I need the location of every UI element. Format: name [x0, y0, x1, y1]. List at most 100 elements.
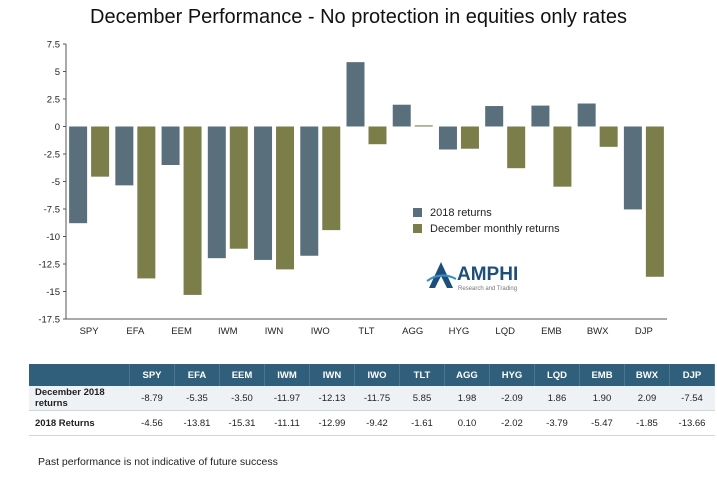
y-tick-label: -2.5	[44, 150, 60, 161]
bar-efa-series-1	[115, 126, 134, 186]
table-cell: 1.90	[579, 386, 625, 411]
table-cell: -13.81	[174, 410, 220, 436]
table-cell: -1.85	[624, 410, 670, 436]
bar-emb-series-1	[531, 105, 550, 127]
table-cell: -12.13	[309, 386, 355, 411]
table-header-row: SPY EFA EEM IWM IWN IWO TLT AGG HYG LQD EMB BWX DJP	[29, 364, 715, 386]
table-cell: -8.79	[129, 386, 175, 411]
bar-iwo-series-2	[322, 126, 341, 231]
bar-tlt-series-2	[368, 126, 387, 145]
y-tick-label: 7.5	[47, 40, 60, 51]
x-tick-label: HYG	[449, 326, 470, 337]
x-tick-label: SPY	[80, 326, 100, 337]
table-cell: -5.35	[174, 386, 220, 411]
table-column-header: AGG	[444, 364, 490, 386]
y-tick-label: -12.5	[38, 260, 60, 271]
table-cell: -11.75	[354, 386, 400, 411]
x-tick-label: LQD	[495, 326, 515, 337]
table-cell: -12.99	[309, 410, 355, 436]
table-column-header: EEM	[219, 364, 265, 386]
bar-djp-series-2	[645, 126, 664, 277]
bar-hyg-series-1	[438, 126, 457, 150]
x-tick-label: IWO	[311, 326, 330, 337]
bar-tlt-series-1	[346, 62, 365, 127]
y-tick-label: 0	[55, 122, 60, 133]
y-tick-label: -17.5	[38, 315, 60, 326]
amphi-logo-name: AMPHI	[457, 264, 518, 285]
table-row: 2018 Returns -4.56 -13.81 -15.31 -11.11 -12.9…	[29, 410, 715, 436]
table-column-header: IWM	[264, 364, 310, 386]
amphi-logo-swoosh-icon	[426, 274, 457, 282]
table-cell: -2.02	[489, 410, 535, 436]
x-tick-label: BWX	[587, 326, 609, 337]
x-tick-label: EFA	[126, 326, 145, 337]
bar-lqd-series-1	[485, 106, 504, 127]
table-row-label: 2018 Returns	[29, 410, 130, 436]
table-cell: -2.09	[489, 386, 535, 411]
table-cell: -11.97	[264, 386, 310, 411]
bar-iwn-series-1	[254, 126, 273, 260]
x-tick-label: IWM	[218, 326, 238, 337]
y-tick-label: 5	[55, 67, 60, 78]
table-cell: -9.42	[354, 410, 400, 436]
bar-eem-series-2	[183, 126, 202, 295]
table-column-header: EFA	[174, 364, 220, 386]
x-tick-label: IWN	[265, 326, 284, 337]
table-cell: 1.86	[534, 386, 580, 411]
x-tick-label: EMB	[541, 326, 562, 337]
table-column-header: HYG	[489, 364, 535, 386]
bar-emb-series-2	[553, 126, 572, 187]
table-cell: -7.54	[669, 386, 715, 411]
amphi-logo-tagline: Research and Trading	[458, 286, 517, 292]
table-cell: -4.56	[129, 410, 175, 436]
legend-label: 2018 returns	[430, 207, 492, 219]
table-column-header: DJP	[669, 364, 715, 386]
x-tick-label: EEM	[171, 326, 192, 337]
bar-hyg-series-2	[460, 126, 479, 149]
bar-bwx-series-1	[577, 103, 596, 127]
legend-swatch	[413, 224, 422, 233]
bar-djp-series-1	[623, 126, 642, 210]
legend: 2018 returns December monthly returns	[413, 207, 560, 235]
bar-lqd-series-2	[507, 126, 526, 169]
bar-iwm-series-2	[229, 126, 248, 249]
table-corner-cell	[29, 364, 130, 386]
bar-iwm-series-1	[207, 126, 226, 259]
footnote: Past performance is not indicative of fu…	[38, 456, 278, 468]
bar-agg-series-1	[392, 104, 411, 127]
bar-agg-series-2	[414, 125, 433, 127]
table-column-header: IWN	[309, 364, 355, 386]
table-column-header: SPY	[129, 364, 175, 386]
table-cell: -11.11	[264, 410, 310, 436]
y-tick-label: -5	[52, 177, 60, 188]
table-cell: 1.98	[444, 386, 490, 411]
bar-iwo-series-1	[300, 126, 319, 256]
bar-spy-series-2	[91, 126, 110, 177]
table-column-header: BWX	[624, 364, 670, 386]
table-cell: 5.85	[399, 386, 445, 411]
table-cell: -13.66	[669, 410, 715, 436]
x-tick-label: TLT	[358, 326, 374, 337]
x-tick-label: DJP	[635, 326, 653, 337]
chart-title: December Performance - No protection in …	[90, 6, 627, 28]
table-column-header: IWO	[354, 364, 400, 386]
legend-swatch	[413, 208, 422, 217]
bar-iwn-series-2	[276, 126, 295, 270]
bar-bwx-series-2	[599, 126, 618, 147]
table-cell: 0.10	[444, 410, 490, 436]
returns-table: SPY EFA EEM IWM IWN IWO TLT AGG HYG LQD EMB BWX DJP …	[29, 364, 715, 436]
table-cell: -3.79	[534, 410, 580, 436]
table-cell: -15.31	[219, 410, 265, 436]
table-column-header: LQD	[534, 364, 580, 386]
table-cell: -3.50	[219, 386, 265, 411]
y-tick-label: -7.5	[44, 205, 60, 216]
bar-eem-series-1	[161, 126, 180, 165]
x-tick-label: AGG	[402, 326, 423, 337]
table-row: December 2018 returns -8.79 -5.35 -3.50 -11.…	[29, 386, 715, 411]
bar-spy-series-1	[69, 126, 88, 224]
y-tick-label: -10	[46, 232, 60, 243]
table-cell: -1.61	[399, 410, 445, 436]
bar-chart: 7.5 5 2.5 0 -2.5 -5 -7.5 -10 -12.5 -15 -17.5 SPY EF…	[38, 40, 667, 337]
table-cell: -5.47	[579, 410, 625, 436]
y-tick-label: -15	[46, 287, 60, 298]
